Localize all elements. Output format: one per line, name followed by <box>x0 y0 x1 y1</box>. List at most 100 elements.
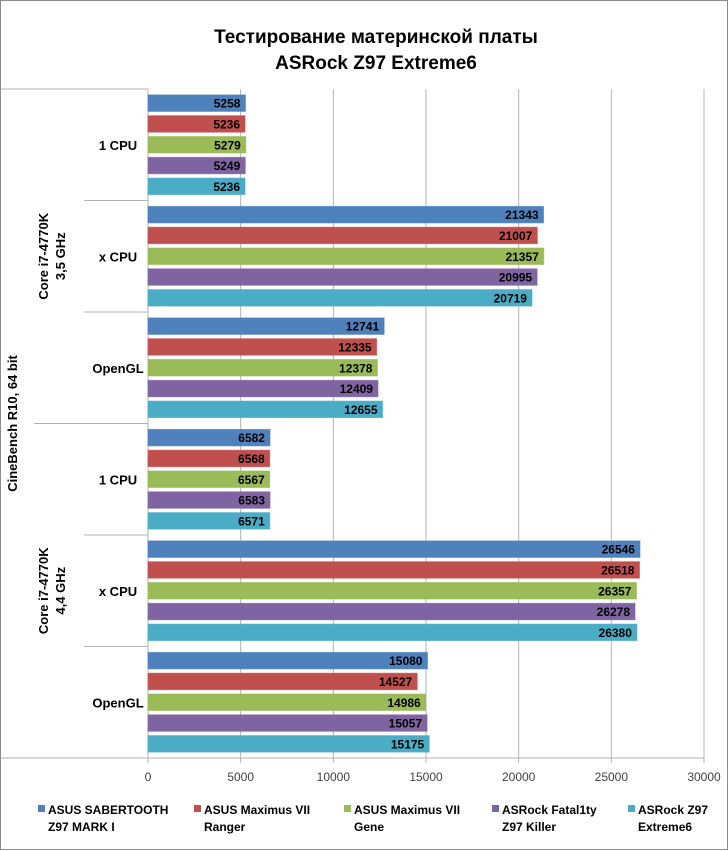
legend-label-line-1: ASRock Z97 <box>638 803 708 817</box>
data-label: 12741 <box>346 320 380 334</box>
bar <box>147 582 637 600</box>
data-label: 6583 <box>238 494 265 508</box>
bar <box>147 268 538 286</box>
bar <box>147 623 638 642</box>
data-label: 12655 <box>344 403 378 417</box>
data-label: 12409 <box>340 382 374 396</box>
category-label: 1 CPU <box>99 472 137 487</box>
legend-label-line-2: Z97 MARK I <box>48 820 115 834</box>
x-tick-label: 30000 <box>687 770 721 784</box>
bar <box>147 491 271 509</box>
legend-label-line-1: ASUS Maximus VII <box>204 803 310 817</box>
chart-title-line-2: ASRock Z97 Extreme6 <box>275 53 477 74</box>
data-label: 5236 <box>213 180 240 194</box>
bar <box>147 672 418 691</box>
legend-label-line-1: ASUS Maximus VII <box>354 803 460 817</box>
data-label: 6568 <box>238 452 265 466</box>
legend-label-line-1: ASUS SABERTOOTH <box>48 803 168 817</box>
x-tick-label: 15000 <box>409 770 443 784</box>
bar <box>147 379 379 398</box>
legend-label-line-2: Extreme6 <box>638 820 692 834</box>
data-label: 20719 <box>494 291 528 305</box>
bar <box>147 247 545 265</box>
legend: ASUS SABERTOOTH Z97 MARK I ASUS Maximus VI… <box>38 803 708 834</box>
x-tick-label: 25000 <box>595 770 629 784</box>
data-label: 26278 <box>597 605 631 619</box>
bar <box>147 338 378 356</box>
bar <box>147 735 430 753</box>
bars: 5258 5236 5279 5249 5236 21343 21007 21357 20995… <box>147 94 641 753</box>
category-label: OpenGL <box>92 361 143 376</box>
data-label: 26546 <box>602 543 636 557</box>
bar <box>147 602 636 621</box>
legend-swatch <box>628 805 635 812</box>
data-label: 6582 <box>238 431 265 445</box>
outer-group-label: CineBench R10, 64 bit <box>5 355 20 492</box>
data-label: 5258 <box>214 97 241 111</box>
bar <box>147 540 641 558</box>
group-label-line-2: 4,4 GHz <box>53 566 68 614</box>
category-label: x CPU <box>99 584 137 599</box>
group-label-line-1: Core i7-4770K <box>36 212 51 299</box>
x-axis-ticks: 0 5000 10000 15000 20000 25000 30000 <box>145 770 721 784</box>
bar <box>147 449 271 468</box>
gridlines <box>147 89 705 763</box>
bar <box>147 470 271 488</box>
legend-label-line-2: Gene <box>354 820 384 834</box>
legend-label-line-2: Ranger <box>204 820 246 834</box>
data-label: 12335 <box>338 340 372 354</box>
bar <box>147 693 427 711</box>
legend-swatch <box>492 805 499 812</box>
data-label: 6567 <box>238 473 265 487</box>
data-label: 26357 <box>598 584 632 598</box>
category-label: 1 CPU <box>99 138 137 153</box>
data-label: 20995 <box>499 271 533 285</box>
bar <box>147 226 538 245</box>
data-label: 12378 <box>339 361 373 375</box>
bar <box>147 512 271 530</box>
x-tick-label: 5000 <box>227 770 254 784</box>
x-tick-label: 10000 <box>317 770 351 784</box>
data-label: 26518 <box>601 563 635 577</box>
legend-label-line-2: Z97 Killer <box>502 820 556 834</box>
data-label: 21007 <box>499 229 533 243</box>
bar <box>147 94 246 112</box>
data-label: 15080 <box>389 654 423 668</box>
data-label: 15175 <box>391 737 425 751</box>
bar <box>147 205 545 224</box>
category-label: OpenGL <box>92 695 143 710</box>
bar <box>147 289 533 307</box>
chart-title-line-1: Тестирование материнской платы <box>214 27 538 48</box>
data-label: 15057 <box>389 717 423 731</box>
bar <box>147 115 246 133</box>
legend-label-line-1: ASRock Fatal1ty <box>502 803 597 817</box>
bar <box>147 561 640 579</box>
data-label: 14986 <box>387 696 421 710</box>
bar <box>147 651 428 670</box>
bar <box>147 714 428 732</box>
data-label: 5249 <box>214 159 241 173</box>
data-label: 5236 <box>213 117 240 131</box>
bar <box>147 136 247 154</box>
bar <box>147 177 246 196</box>
legend-swatch <box>344 805 351 812</box>
x-tick-label: 20000 <box>502 770 536 784</box>
category-label: x CPU <box>99 249 137 264</box>
data-label: 5279 <box>214 138 241 152</box>
data-label: 6571 <box>238 514 265 528</box>
bar <box>147 428 271 447</box>
bar <box>147 400 384 419</box>
x-tick-label: 0 <box>145 770 152 784</box>
legend-swatch <box>38 805 45 812</box>
bar <box>147 156 246 175</box>
data-label: 14527 <box>379 675 413 689</box>
group-label-line-1: Core i7-4770K <box>36 547 51 634</box>
data-label: 21343 <box>505 208 539 222</box>
data-label: 21357 <box>505 250 539 264</box>
bar <box>147 359 378 377</box>
data-label: 26380 <box>599 626 633 640</box>
legend-swatch <box>194 805 201 812</box>
